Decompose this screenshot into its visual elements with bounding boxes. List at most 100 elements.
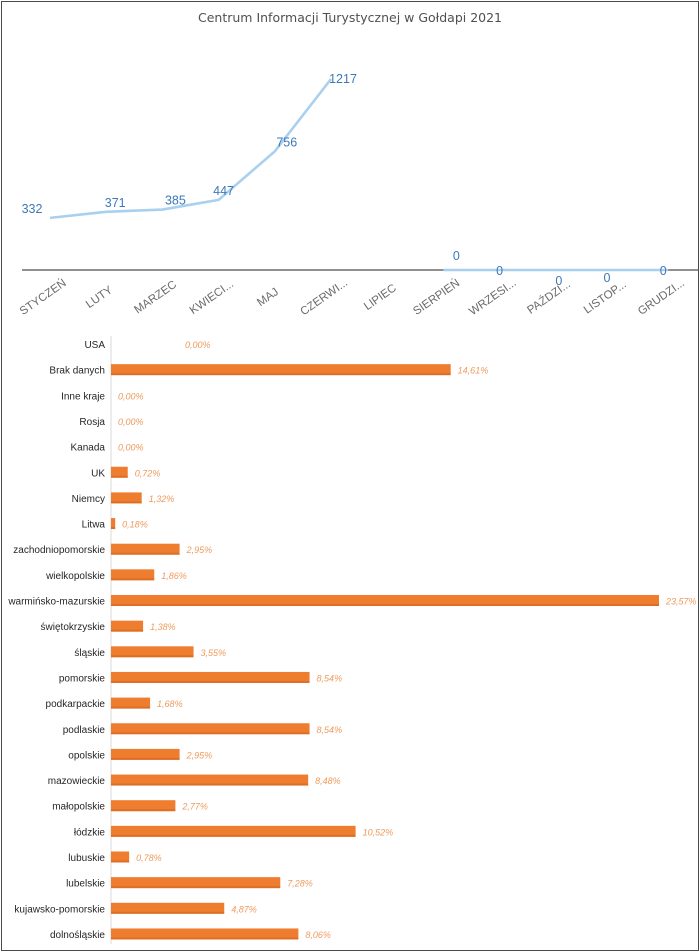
bar-shadow: [111, 937, 299, 940]
bar: [111, 595, 659, 606]
category-label: mazowieckie: [48, 776, 106, 787]
bar: [111, 543, 180, 555]
category-label: małopolskie: [52, 802, 105, 813]
bar-shadow: [111, 886, 281, 889]
bar-value-label: 8,48%: [315, 776, 341, 786]
bar: [111, 851, 130, 863]
bar: [111, 800, 176, 812]
bar-value-label: 3,55%: [201, 648, 227, 658]
bar-value-label: 23,57%: [665, 597, 697, 607]
bar-value-label: 0,18%: [122, 520, 148, 530]
bar-value-label: 0,72%: [135, 468, 161, 478]
bar: [111, 928, 299, 940]
category-label: Brak danych: [49, 366, 105, 377]
bar: [111, 364, 451, 376]
bar: [111, 877, 281, 889]
category-label: Kanada: [71, 443, 106, 454]
bar: [111, 697, 151, 709]
bar-shadow: [111, 680, 310, 683]
bar-value-label: 14,61%: [458, 366, 489, 376]
bar-shadow: [111, 757, 180, 760]
data-label: 0: [453, 249, 460, 263]
category-label: lubelskie: [66, 879, 105, 890]
category-label: podlaskie: [63, 725, 106, 736]
bar-value-label: 1,68%: [157, 699, 183, 709]
bar-value-label: 0,00%: [185, 340, 211, 350]
data-label: 385: [165, 194, 186, 208]
category-label: dolnośląskie: [50, 930, 105, 941]
bar: [111, 620, 144, 632]
bar-value-label: 7,28%: [287, 879, 313, 889]
bar-value-label: 2,77%: [181, 802, 208, 812]
series-line-1: [49, 78, 333, 220]
bar-shadow: [111, 783, 309, 786]
bar-shadow: [111, 552, 180, 555]
bar-shadow: [111, 860, 130, 863]
category-label: kujawsko-pomorskie: [14, 904, 105, 915]
data-label: 756: [276, 135, 297, 149]
data-label: 1217: [329, 72, 357, 86]
bar: [111, 492, 142, 504]
category-label: Niemcy: [72, 494, 105, 505]
bar-shadow: [111, 911, 225, 914]
bar-value-label: 2,95%: [186, 545, 213, 555]
bar: [111, 723, 310, 735]
bar-value-label: 0,78%: [136, 853, 162, 863]
category-label: Inne kraje: [61, 391, 105, 402]
bar-shadow: [111, 629, 144, 632]
data-label: 332: [22, 202, 43, 216]
category-label: Rosja: [79, 417, 105, 428]
bar: [111, 825, 356, 837]
bar-value-label: 1,32%: [149, 494, 175, 504]
bar-value-label: 10,52%: [363, 827, 394, 837]
bar-value-label: 1,86%: [161, 571, 187, 581]
bar: [111, 646, 194, 658]
category-label: warmińsko-mazurskie: [7, 597, 105, 608]
bar: [111, 671, 310, 683]
category-label: wielkopolskie: [45, 571, 105, 582]
bar-shadow: [111, 501, 142, 504]
category-label: Litwa: [82, 520, 106, 531]
data-label: 0: [604, 271, 611, 285]
bar-shadow: [111, 604, 659, 606]
bar: [111, 518, 116, 530]
bar-value-label: 8,06%: [305, 930, 331, 940]
line-chart-title: Centrum Informacji Turystycznej w Gołdap…: [197, 10, 503, 25]
category-label: zachodniopomorskie: [13, 545, 105, 556]
category-label: USA: [84, 340, 105, 351]
category-label: opolskie: [68, 750, 105, 761]
bar-shadow: [111, 578, 155, 581]
bar: [111, 466, 128, 478]
category-label: świętokrzyskie: [41, 622, 106, 633]
bar-shadow: [111, 527, 116, 530]
bar-value-label: 0,00%: [118, 391, 144, 401]
data-label: 0: [555, 274, 562, 288]
bar-value-label: 1,38%: [150, 622, 176, 632]
bar: [111, 748, 180, 760]
category-label: pomorskie: [59, 673, 106, 684]
bar-shadow: [111, 373, 451, 376]
bar-value-label: 8,54%: [317, 673, 343, 683]
bar-shadow: [111, 655, 194, 658]
bar-shadow: [111, 475, 128, 478]
category-label: podkarpackie: [46, 699, 106, 710]
bar-shadow: [111, 732, 310, 735]
data-label: 0: [496, 264, 503, 278]
category-label: lubuskie: [68, 853, 105, 864]
data-label: 371: [105, 196, 126, 210]
category-label: śląskie: [74, 648, 105, 659]
bar-value-label: 0,00%: [118, 417, 144, 427]
category-label: UK: [91, 468, 105, 479]
bar-shadow: [111, 706, 151, 709]
bar-value-label: 0,00%: [118, 443, 144, 453]
data-label: 447: [213, 184, 234, 198]
category-label: łódzkie: [74, 827, 106, 838]
bar: [111, 774, 309, 786]
bar: [111, 569, 155, 581]
data-label: 0: [660, 264, 667, 278]
bar-value-label: 2,95%: [186, 750, 213, 760]
bar-value-label: 8,54%: [317, 725, 343, 735]
bar-shadow: [111, 834, 356, 837]
